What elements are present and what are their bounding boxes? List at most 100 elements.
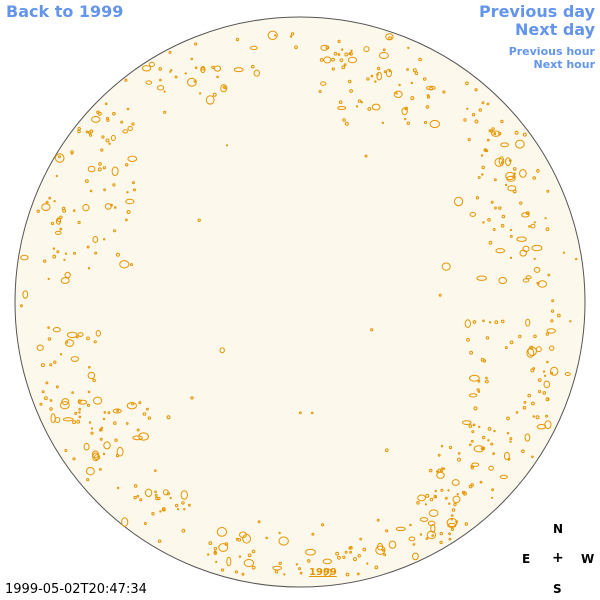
contour-mark bbox=[241, 572, 245, 576]
contour-mark bbox=[337, 53, 341, 56]
contour-mark bbox=[476, 388, 480, 392]
contour-mark bbox=[514, 130, 519, 135]
back-to-year-link[interactable]: Back to 1999 bbox=[6, 2, 124, 21]
contour-mark bbox=[376, 518, 380, 522]
contour-mark bbox=[219, 347, 225, 354]
contour-mark bbox=[72, 457, 76, 461]
contour-mark bbox=[442, 90, 446, 94]
contour-mark bbox=[480, 154, 484, 157]
contour-mark bbox=[439, 540, 443, 545]
contour-mark bbox=[491, 496, 494, 499]
contour-mark bbox=[485, 379, 489, 384]
contour-mark bbox=[141, 65, 152, 72]
contour-mark bbox=[116, 446, 124, 457]
contour-mark bbox=[76, 419, 81, 424]
contour-mark bbox=[267, 30, 278, 40]
contour-mark bbox=[108, 142, 111, 145]
contour-mark bbox=[77, 220, 81, 225]
contour-mark bbox=[404, 106, 409, 111]
contour-mark bbox=[166, 492, 170, 496]
contour-mark bbox=[94, 454, 101, 461]
contour-mark bbox=[418, 57, 422, 62]
contour-mark bbox=[375, 545, 386, 555]
contour-mark bbox=[86, 245, 90, 249]
contour-mark bbox=[91, 116, 101, 123]
contour-mark bbox=[66, 331, 78, 339]
contour-mark bbox=[464, 522, 468, 526]
contour-mark bbox=[509, 234, 513, 238]
contour-mark bbox=[462, 491, 467, 496]
contour-mark bbox=[425, 105, 430, 109]
contour-mark bbox=[322, 558, 332, 565]
contour-mark bbox=[106, 118, 110, 122]
contour-mark bbox=[131, 181, 135, 185]
contour-mark bbox=[55, 174, 58, 178]
contour-mark bbox=[473, 406, 478, 411]
contour-mark bbox=[52, 254, 57, 259]
contour-mark bbox=[422, 77, 427, 81]
contour-mark bbox=[112, 111, 116, 116]
contour-mark bbox=[522, 245, 530, 253]
contour-mark bbox=[133, 484, 138, 488]
contour-mark bbox=[488, 129, 492, 133]
contour-mark bbox=[406, 121, 410, 125]
contour-mark bbox=[507, 185, 517, 192]
contour-mark bbox=[331, 67, 335, 71]
contour-mark bbox=[440, 488, 444, 492]
contour-mark bbox=[89, 129, 94, 134]
contour-mark bbox=[343, 63, 347, 67]
contour-mark bbox=[385, 33, 394, 41]
contour-mark bbox=[90, 427, 94, 430]
contour-mark bbox=[463, 118, 467, 122]
contour-mark bbox=[239, 531, 247, 539]
contour-mark bbox=[546, 189, 550, 193]
contour-mark bbox=[468, 424, 473, 428]
contour-mark bbox=[193, 80, 197, 83]
contour-mark bbox=[82, 204, 90, 212]
next-hour-link[interactable]: Next hour bbox=[533, 58, 596, 71]
contour-mark bbox=[348, 52, 352, 55]
next-day-link[interactable]: Next day bbox=[515, 20, 595, 39]
contour-mark bbox=[523, 401, 527, 404]
contour-mark bbox=[483, 148, 488, 152]
contour-mark bbox=[64, 271, 71, 279]
contour-mark bbox=[113, 229, 117, 233]
contour-mark bbox=[323, 56, 332, 64]
contour-mark bbox=[491, 130, 501, 137]
contour-mark bbox=[213, 65, 222, 72]
contour-mark bbox=[395, 92, 398, 95]
contour-mark bbox=[527, 393, 532, 398]
contour-mark bbox=[395, 526, 406, 532]
previous-day-link[interactable]: Previous day bbox=[478, 2, 595, 21]
year-link[interactable]: 1999 bbox=[309, 567, 337, 578]
previous-hour-link[interactable]: Previous hour bbox=[508, 45, 595, 58]
contour-mark bbox=[48, 196, 52, 200]
contour-mark bbox=[272, 565, 283, 571]
contour-mark bbox=[575, 257, 578, 261]
contour-mark bbox=[251, 565, 256, 570]
contour-mark bbox=[341, 48, 344, 51]
contour-mark bbox=[416, 501, 420, 505]
contour-mark bbox=[482, 359, 487, 363]
contour-mark bbox=[90, 431, 94, 435]
contour-mark bbox=[341, 65, 346, 70]
contour-mark bbox=[170, 69, 173, 72]
contour-mark bbox=[342, 555, 346, 559]
contour-mark bbox=[99, 437, 103, 441]
contour-mark bbox=[99, 468, 102, 471]
contour-mark bbox=[409, 523, 412, 527]
contour-mark bbox=[482, 221, 485, 224]
contour-mark bbox=[513, 172, 516, 175]
contour-mark bbox=[104, 102, 108, 106]
contour-mark bbox=[487, 427, 492, 431]
contour-mark bbox=[130, 263, 133, 267]
contour-mark bbox=[44, 396, 48, 401]
contour-mark bbox=[83, 442, 90, 451]
contour-mark bbox=[235, 537, 239, 541]
contour-mark bbox=[533, 257, 536, 260]
contour-mark bbox=[457, 457, 461, 462]
contour-mark bbox=[157, 539, 162, 543]
contour-mark bbox=[414, 71, 419, 75]
contour-mark bbox=[536, 424, 547, 430]
contour-mark bbox=[348, 546, 352, 550]
